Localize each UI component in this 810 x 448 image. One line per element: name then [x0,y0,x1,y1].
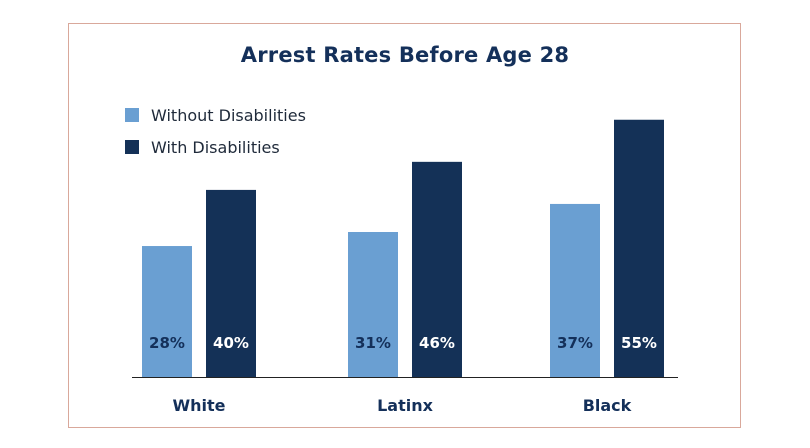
category-labels: White Latinx Black [172,396,631,415]
category-label-latinx: Latinx [377,396,434,415]
bar-black-without-disabilities [550,203,600,377]
bar-label-white-with-disabilities: 40% [213,334,249,352]
bar-label-latinx-without-disabilities: 31% [355,334,391,352]
bar-white-with-disabilities [206,189,256,377]
category-label-black: Black [583,396,632,415]
bar-latinx-with-disabilities [412,161,462,377]
legend-label-without-disabilities: Without Disabilities [151,105,306,125]
legend-item-with-disabilities: With Disabilities [125,137,280,157]
bar-label-latinx-with-disabilities: 46% [419,334,455,352]
bar-label-black-with-disabilities: 55% [621,334,657,352]
legend-label-with-disabilities: With Disabilities [151,137,280,157]
bar-label-black-without-disabilities: 37% [557,334,593,352]
bar-black-with-disabilities [614,119,664,377]
bars-group: 28% 40% 31% 46% 37% 55% [142,119,664,377]
legend-swatch-with-disabilities [125,140,139,154]
legend-swatch-without-disabilities [125,108,139,122]
bar-white-without-disabilities [142,246,192,377]
bar-label-white-without-disabilities: 28% [149,334,185,352]
category-label-white: White [172,396,225,415]
chart-title: Arrest Rates Before Age 28 [240,43,570,67]
bar-latinx-without-disabilities [348,232,398,377]
legend-item-without-disabilities: Without Disabilities [125,105,306,125]
chart-frame [68,23,741,428]
